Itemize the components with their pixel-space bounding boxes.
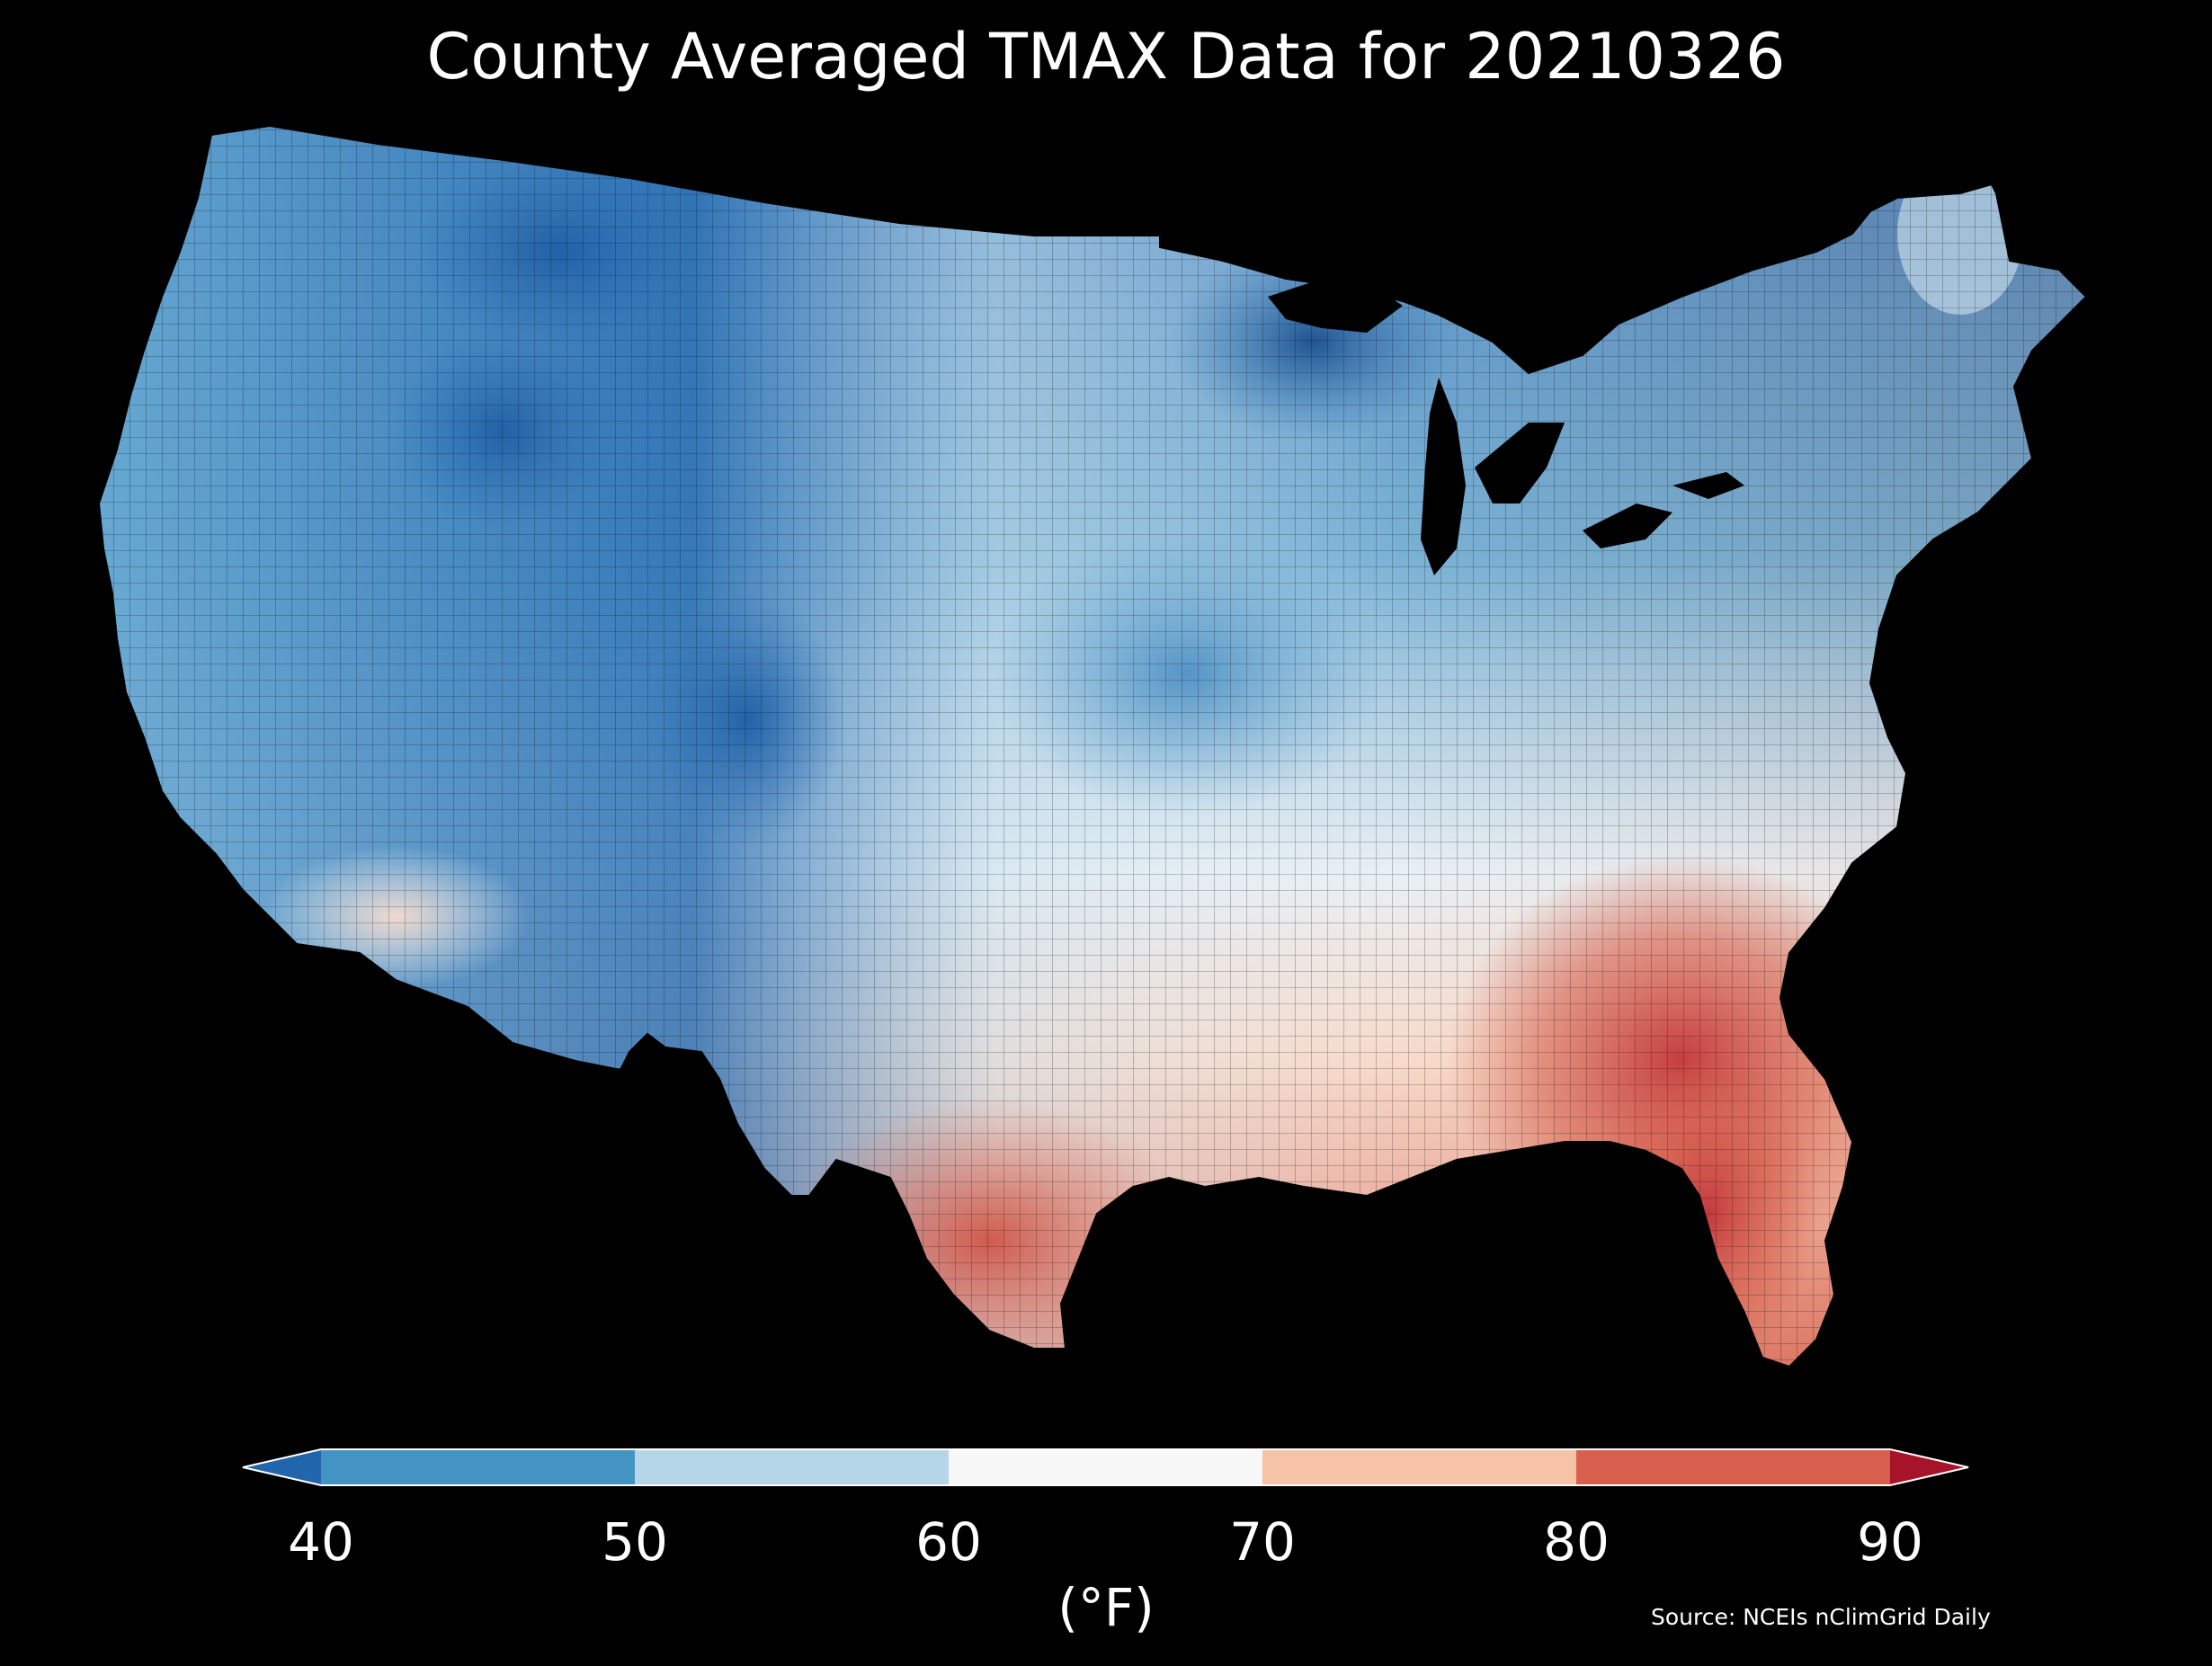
- colorbar-bin: [949, 1449, 1263, 1485]
- colorbar-tick-label: 40: [288, 1511, 354, 1572]
- colorbar-tick-label: 60: [915, 1511, 982, 1572]
- colorbar-outline: [242, 1448, 1969, 1486]
- colorbar-tick-label: 50: [602, 1511, 668, 1572]
- colorbar-tick-label: 90: [1857, 1511, 1923, 1572]
- colorbar-tick-label: 80: [1543, 1511, 1610, 1572]
- colorbar-extension-high: [1890, 1449, 1968, 1485]
- source-credit: Source: NCEIs nClimGrid Daily: [1651, 1604, 1991, 1630]
- colorbar-bin: [1576, 1449, 1891, 1485]
- map-title: County Averaged TMAX Data for 20210326: [426, 20, 1786, 94]
- colorbar-bin: [1262, 1449, 1577, 1485]
- colorbar-unit-label: (°F): [1057, 1577, 1155, 1638]
- great-lakes: [1268, 279, 1744, 575]
- colorbar-bin: [635, 1449, 950, 1485]
- colorbar-tick-label: 70: [1229, 1511, 1296, 1572]
- colorbar-extension-low: [243, 1449, 321, 1485]
- colorbar-bin: [321, 1449, 636, 1485]
